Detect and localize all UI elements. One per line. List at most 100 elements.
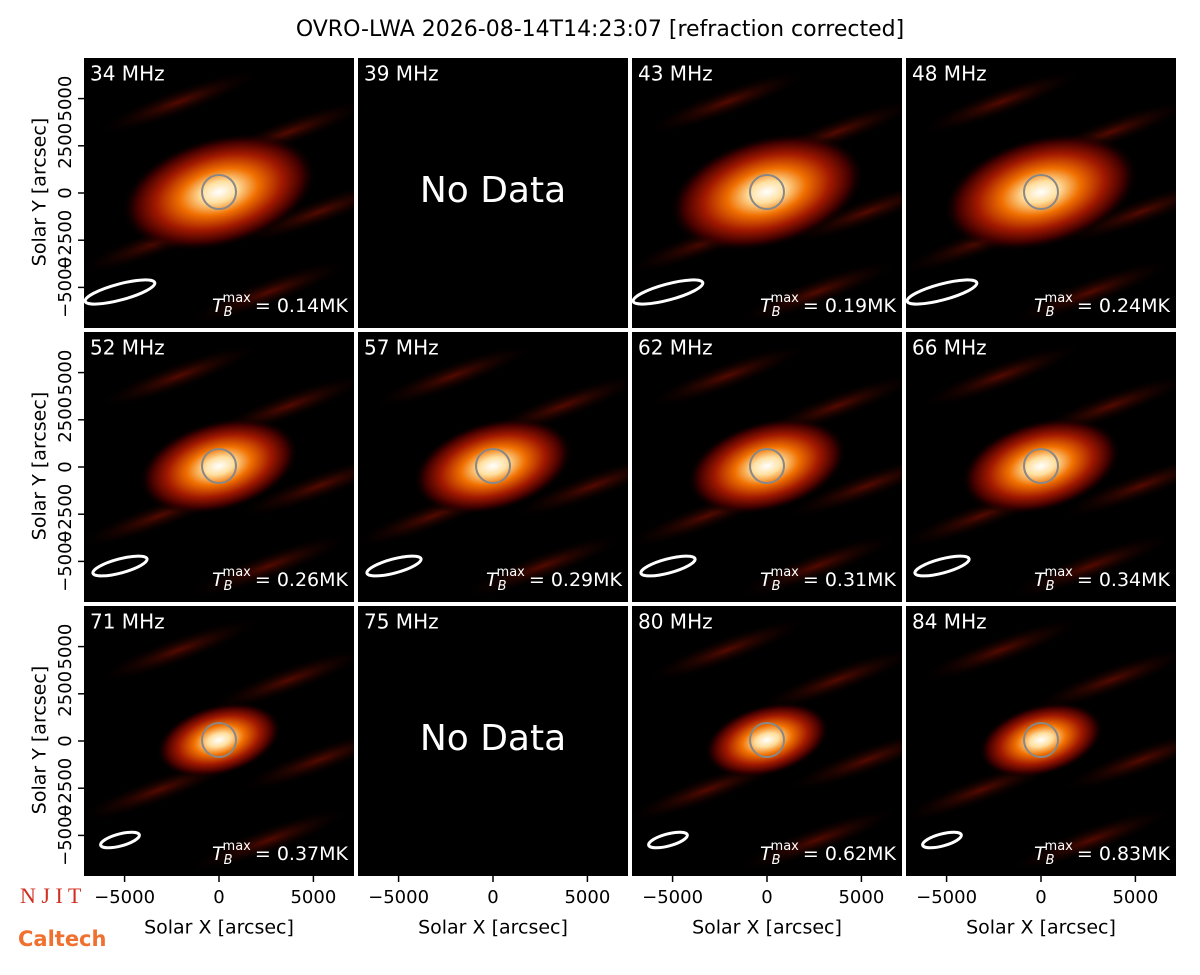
y-tick-label: −2500 [55,210,76,271]
beam [905,278,979,306]
tb-sup: max [1045,291,1074,306]
panel-background [358,58,628,328]
logo-njit: N J I T [20,883,82,908]
sidelobe [752,646,902,714]
y-tick-label: −5000 [55,257,76,318]
panel: TBmax = 0.19MK 43 MHz [631,58,902,328]
source [960,417,1122,515]
beam [647,830,689,850]
sidelobe [916,342,1086,410]
sidelobe [184,258,354,326]
image [84,342,354,600]
frequency-label: 39 MHz [364,62,439,86]
sidelobe [234,726,354,794]
tb-symbol: T [760,295,773,317]
source [943,132,1139,252]
x-axis-label: Solar X [arcsec] [692,917,842,939]
y-axis-label: Solar Y [arcsec] [29,666,51,814]
tb-max: TBmax = 0.26MK [212,565,349,594]
source [669,132,865,252]
frequency-label: 75 MHz [364,610,439,634]
sidelobe [458,532,628,600]
sidelobe [642,616,812,684]
tb-symbol: T [1034,295,1047,317]
sidelobe [732,532,902,600]
tb-value: = 0.19MK [803,295,897,317]
x-tick-label: 5000 [1112,887,1158,908]
sidelobe [1056,178,1176,246]
x-tick-label: −5000 [916,887,977,908]
tb-sup: max [223,565,252,580]
sidelobe [1006,258,1176,326]
y-axis-label: Solar Y [arcsec] [29,118,51,266]
x-tick-label: 5000 [838,887,884,908]
sidelobe [204,646,354,714]
tb-max: TBmax = 0.24MK [1034,291,1171,320]
image [632,616,902,874]
solar-disk [749,174,785,210]
tb-sub: B [224,853,233,868]
solar-disk [201,448,237,484]
tb-symbol: T [760,569,773,591]
tb-symbol: T [1034,843,1047,865]
tb-symbol: T [212,569,225,591]
tb-max: TBmax = 0.29MK [486,565,623,594]
y-tick-label: −5000 [55,531,76,592]
frequency-label: 52 MHz [90,336,165,360]
sidelobe [94,616,264,684]
sidelobe [1056,726,1176,794]
tb-max: TBmax = 0.37MK [212,839,349,868]
solar-disk [749,448,785,484]
sidelobe [732,258,902,326]
source [156,702,282,778]
sidelobe [368,342,538,410]
panel: TBmax = 0.34MK 66 MHz [906,332,1176,602]
tb-value: = 0.37MK [255,843,349,865]
tb-sub: B [224,579,233,594]
source [978,702,1104,778]
x-tick-label: −5000 [368,887,429,908]
sidelobe [1026,646,1176,714]
tb-sup: max [771,839,800,854]
tb-symbol: T [1034,569,1047,591]
figure-title: OVRO-LWA 2026-08-14T14:23:07 [refraction… [296,17,904,42]
solar-disk [201,722,237,758]
solar-disk [749,722,785,758]
y-tick-label: −2500 [55,484,76,545]
source [704,702,830,778]
image [906,68,1176,326]
tb-sup: max [223,839,252,854]
beam [365,554,423,578]
frequency-label: 34 MHz [90,62,165,86]
tb-value: = 0.26MK [255,569,349,591]
image [632,342,902,600]
tb-sup: max [1045,839,1074,854]
tb-symbol: T [212,843,225,865]
source [121,132,317,252]
tb-sub: B [772,579,781,594]
tb-value: = 0.31MK [803,569,897,591]
source [412,417,574,515]
y-tick-label: −2500 [55,758,76,819]
y-tick-label: 2500 [55,671,76,717]
panel: TBmax = 0.24MK 48 MHz [905,58,1176,328]
sidelobe [94,68,264,136]
frequency-label: 71 MHz [90,610,165,634]
sidelobe [184,806,354,874]
y-tick-label: 5000 [55,76,76,122]
x-tick-label: −5000 [642,887,703,908]
solar-disk [201,174,237,210]
tb-max: TBmax = 0.83MK [1034,839,1171,868]
sidelobe [916,68,1086,136]
panel: TBmax = 0.83MK 84 MHz −5000 0 5000 Solar X [ar… [906,606,1176,939]
beam [91,554,149,578]
panel-background [358,606,628,876]
tb-max: TBmax = 0.31MK [760,565,897,594]
y-tick-label: 5000 [55,350,76,396]
x-tick-label: 5000 [290,887,336,908]
tb-value: = 0.62MK [803,843,897,865]
tb-max: TBmax = 0.62MK [760,839,897,868]
frequency-label: 80 MHz [638,610,713,634]
